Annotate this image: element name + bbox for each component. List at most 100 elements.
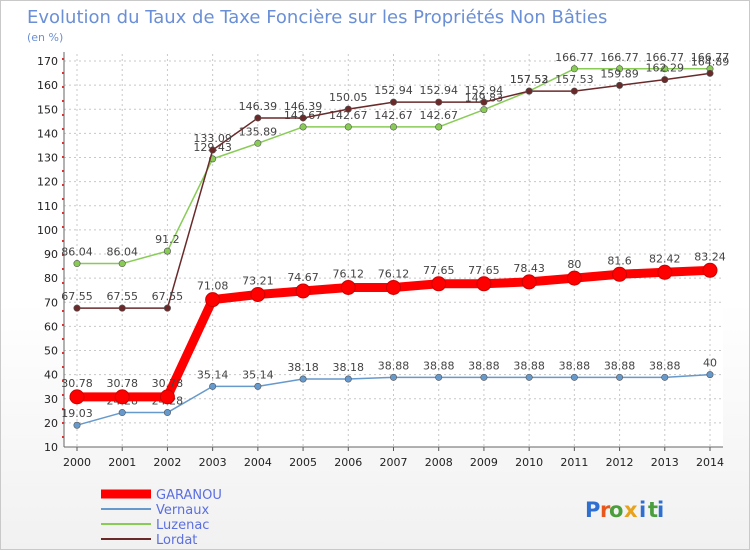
data-label: 35.14	[197, 368, 229, 381]
data-point	[159, 389, 175, 405]
data-point	[344, 105, 352, 113]
data-point	[566, 270, 582, 286]
data-point	[706, 69, 714, 77]
y-tick-label: 20	[44, 417, 58, 430]
y-axis-dot	[62, 170, 64, 172]
y-tick-label: 170	[37, 55, 58, 68]
data-label: 30.78	[152, 377, 184, 390]
logo-letter: r	[600, 498, 611, 522]
data-label: 73.21	[242, 275, 274, 288]
data-point	[163, 304, 171, 312]
data-point	[118, 409, 126, 417]
data-label: 38.88	[649, 359, 681, 372]
data-label: 38.18	[333, 361, 365, 374]
data-label: 71.08	[197, 280, 229, 293]
data-point	[209, 382, 217, 390]
x-tick-label: 2009	[470, 456, 498, 469]
data-label: 80	[567, 258, 581, 271]
data-point	[480, 106, 488, 114]
data-label: 146.39	[239, 100, 278, 113]
data-label: 166.77	[691, 51, 730, 64]
axes: 10 20 30 40 50 60 70 80 90 100 110 120 130 140 150 160 1…	[37, 52, 724, 469]
data-label: 38.18	[287, 361, 319, 374]
data-label: 38.88	[378, 359, 410, 372]
y-tick-label: 90	[44, 248, 58, 261]
data-point	[254, 114, 262, 122]
data-point	[389, 98, 397, 106]
data-point	[250, 287, 266, 303]
data-label: 78.43	[513, 262, 545, 275]
data-label: 142.67	[374, 109, 413, 122]
data-point	[616, 81, 624, 89]
y-axis-dot	[62, 352, 64, 354]
y-tick-label: 60	[44, 320, 58, 333]
series-garanou: 30.78 30.78 30.78 71.08 73.21 74.67 76.12 76.12…	[61, 250, 726, 405]
data-point	[661, 76, 669, 84]
y-tick-label: 80	[44, 272, 58, 285]
y-axis-dot	[62, 100, 64, 102]
series-lordat: 67.55 67.55 67.55 133.09 146.39 146.39 150.05 1…	[61, 55, 730, 312]
y-axis-dot	[62, 268, 64, 270]
data-point	[205, 292, 221, 308]
data-point	[570, 87, 578, 95]
data-point	[299, 114, 307, 122]
data-point	[525, 373, 533, 381]
data-point	[73, 421, 81, 429]
y-axis-dot	[62, 394, 64, 396]
data-point	[616, 65, 624, 73]
y-axis-dot	[62, 422, 64, 424]
data-label: 166.77	[646, 51, 685, 64]
data-point	[299, 123, 307, 131]
data-label: 38.88	[513, 359, 545, 372]
y-tick-label: 120	[37, 176, 58, 189]
data-label: 38.88	[604, 359, 636, 372]
data-label: 76.12	[378, 267, 410, 280]
legend-label: Vernaux	[156, 503, 209, 518]
data-point	[389, 123, 397, 131]
chart-title: Evolution du Taux de Taxe Foncière sur l…	[27, 7, 607, 28]
data-point	[69, 389, 85, 405]
data-point	[118, 260, 126, 268]
data-label: 152.94	[374, 84, 413, 97]
y-tick-label: 110	[37, 200, 58, 213]
y-axis-dot	[62, 58, 64, 60]
data-point	[706, 371, 714, 379]
data-label: 83.24	[694, 250, 726, 263]
data-label: 157.52	[510, 73, 549, 86]
data-point	[525, 87, 533, 95]
data-label: 77.65	[468, 264, 500, 277]
x-tick-label: 2005	[289, 456, 317, 469]
data-label: 164.89	[691, 55, 730, 68]
data-label: 157.53	[510, 73, 549, 86]
logo-letter: o	[609, 498, 623, 522]
x-tick-label: 2004	[244, 456, 272, 469]
x-tick-label: 2010	[515, 456, 543, 469]
data-label: 142.67	[419, 109, 458, 122]
data-label: 19.03	[61, 407, 93, 420]
y-tick-label: 150	[37, 103, 58, 116]
data-label: 86.04	[106, 246, 138, 259]
y-axis-dot	[62, 254, 64, 256]
data-label: 67.55	[152, 290, 184, 303]
y-axis-dot	[62, 184, 64, 186]
legend-label: Luzenac	[156, 518, 209, 533]
y-axis-dot	[62, 296, 64, 298]
data-label: 38.88	[468, 359, 500, 372]
x-tick-label: 2011	[560, 456, 588, 469]
data-point	[254, 139, 262, 147]
y-tick-label: 130	[37, 152, 58, 165]
x-tick-label: 2001	[108, 456, 136, 469]
legend-label: GARANOU	[156, 488, 222, 503]
data-label: 74.67	[287, 271, 319, 284]
data-label: 159.89	[600, 67, 639, 80]
x-tick-label: 2000	[63, 456, 91, 469]
y-axis-dot	[62, 240, 64, 242]
x-tick-label: 2003	[199, 456, 227, 469]
legend-label: Lordat	[156, 533, 197, 548]
y-tick-label: 40	[44, 369, 58, 382]
data-label: 67.55	[106, 290, 138, 303]
y-axis-dot	[62, 408, 64, 410]
data-label: 166.77	[555, 51, 594, 64]
y-tick-label: 160	[37, 79, 58, 92]
data-label: 67.55	[61, 290, 93, 303]
